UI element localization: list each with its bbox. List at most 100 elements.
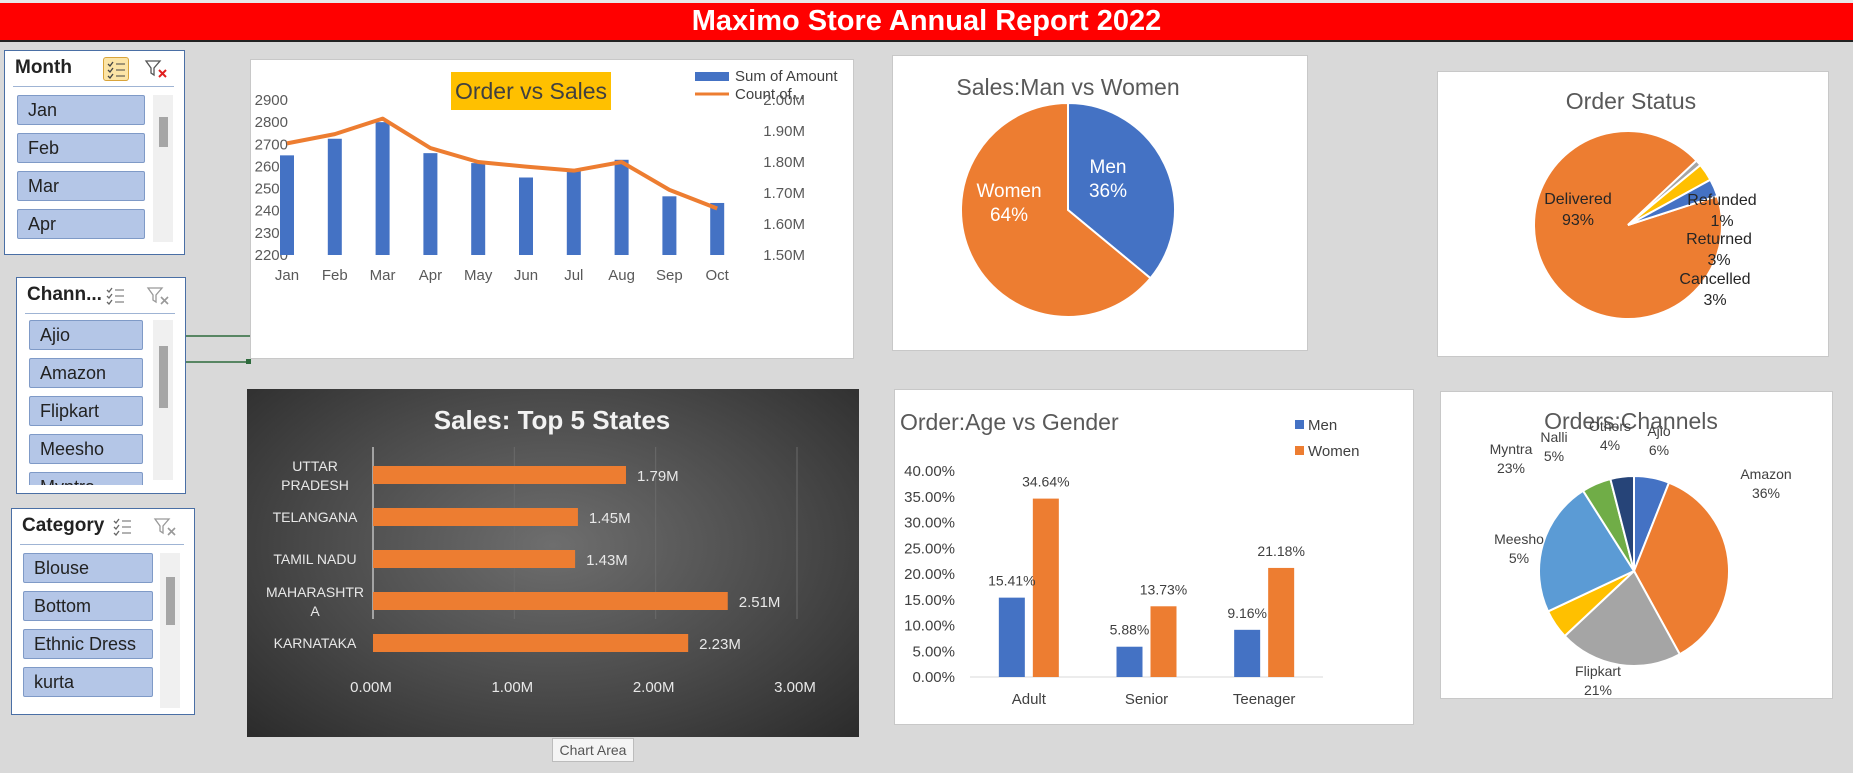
x-tick-label: 2.00M [633, 679, 675, 696]
state-bar [373, 634, 689, 652]
x-tick-label: 1.00M [491, 679, 533, 696]
order-status-chart[interactable]: Order Status Delivered 93% Refunded 1% Retur… [1437, 71, 1829, 357]
state-label: MAHARASHTR [266, 584, 364, 600]
category-slicer[interactable]: Category Blouse Bottom Ethnic Dress kurt… [11, 508, 195, 715]
connector-lines [186, 335, 251, 364]
chart-area-tooltip: Chart Area [552, 738, 634, 762]
slicer-item-ajio[interactable]: Ajio [29, 320, 143, 350]
slice-percent: 5% [1544, 448, 1564, 464]
y-right-tick-label: 1.50M [763, 247, 805, 264]
slicer-item-feb[interactable]: Feb [17, 133, 145, 163]
slice-label: Meesho [1494, 531, 1544, 547]
x-tick-label: Jun [514, 267, 538, 284]
scrollbar-thumb[interactable] [166, 577, 175, 625]
bar-value-label: 34.64% [1022, 474, 1069, 490]
chart-title: Sales: Top 5 States [434, 405, 671, 435]
legend-swatch-men [1295, 420, 1304, 429]
channel-slicer[interactable]: Chann... Ajio Amazon Flipkart Meesho Myn… [16, 277, 186, 494]
slicer-header-divider [13, 86, 174, 87]
top-states-svg: Sales: Top 5 States UTTAR PRADESH TELANGAN… [266, 405, 816, 696]
x-tick-label: Sep [656, 267, 683, 284]
bar-value-label: 2.23M [699, 636, 741, 653]
sheet-header-strip [0, 0, 1853, 3]
y-tick-label: 0.00% [912, 669, 955, 686]
slicer-item-bottom[interactable]: Bottom [23, 591, 153, 621]
slicer-item-blouse[interactable]: Blouse [23, 553, 153, 583]
order-vs-sales-chart[interactable]: Order vs Sales Sum of Amount Count of...… [250, 59, 854, 359]
y-left-tick-label: 2200 [255, 247, 288, 264]
slicer-item-jan[interactable]: Jan [17, 95, 145, 125]
legend-label-amount: Sum of Amount [735, 68, 838, 85]
top-states-chart[interactable]: Sales: Top 5 States UTTAR PRADESH TELANGAN… [247, 389, 859, 737]
y-tick-label: 40.00% [904, 463, 955, 480]
amazon-slice [1632, 481, 1730, 656]
y-tick-label: 20.00% [904, 566, 955, 583]
chart-title: Order:Age vs Gender [900, 409, 1119, 435]
month-slicer-title: Month [15, 57, 72, 78]
slicer-item-myntra[interactable]: Myntra [29, 472, 143, 485]
x-tick-label: Mar [370, 267, 396, 284]
state-bar [373, 466, 626, 484]
men-slice [1067, 101, 1176, 280]
state-label: TELANGANA [273, 509, 358, 525]
slicer-header-divider [20, 544, 184, 545]
age-gender-svg: Order:Age vs Gender Men Women 40.00% 35.0… [900, 409, 1359, 708]
women-bar [1268, 567, 1295, 677]
y-right-tick-label: 1.80M [763, 154, 805, 171]
amount-bar [614, 159, 629, 255]
slice-percent: 3% [1707, 252, 1730, 269]
slicer-item-flipkart[interactable]: Flipkart [29, 396, 143, 426]
state-label: UTTAR [292, 458, 338, 474]
amount-bar [566, 170, 581, 255]
slice-label: Nalli [1540, 429, 1567, 445]
channel-slicer-items: Ajio Amazon Flipkart Meesho Myntra [17, 320, 187, 485]
y-tick-label: 5.00% [912, 643, 955, 660]
age-gender-chart[interactable]: Order:Age vs Gender Men Women 40.00% 35.0… [894, 389, 1414, 725]
slicer-item-mar[interactable]: Mar [17, 171, 145, 201]
x-tick-label: May [464, 267, 493, 284]
legend-swatch-amount [695, 72, 729, 81]
slice-percent: 64% [990, 205, 1028, 226]
multi-select-icon[interactable] [110, 515, 136, 539]
slice-percent: 23% [1497, 460, 1525, 476]
chart-title: Order Status [1566, 88, 1696, 114]
x-tick-label: Senior [1125, 691, 1168, 708]
slicer-item-amazon[interactable]: Amazon [29, 358, 143, 388]
channels-chart[interactable]: Orders:Channels Ajio 6% Amazon 36% Flipkart 2… [1440, 391, 1833, 699]
y-left-tick-label: 2800 [255, 114, 288, 131]
women-bar [1150, 606, 1177, 677]
slice-label: Cancelled [1679, 271, 1750, 288]
state-bar [373, 550, 576, 568]
clear-filter-icon[interactable] [143, 57, 169, 81]
others-slice [1609, 474, 1635, 572]
slicer-scrollbar[interactable] [153, 320, 173, 480]
scrollbar-thumb[interactable] [159, 346, 168, 408]
multi-select-icon[interactable] [103, 284, 129, 308]
y-tick-label: 30.00% [904, 515, 955, 532]
slicer-item-kurta[interactable]: kurta [23, 667, 153, 697]
y-right-tick-label: 1.70M [763, 185, 805, 202]
multi-select-icon[interactable] [103, 57, 129, 81]
myntra-slice [1538, 489, 1636, 613]
slice-percent: 6% [1649, 442, 1669, 458]
slicer-item-meesho[interactable]: Meesho [29, 434, 143, 464]
month-slicer[interactable]: Month Jan Feb Mar Apr [4, 50, 185, 255]
slicer-scrollbar[interactable] [153, 95, 173, 242]
x-tick-label: Aug [608, 267, 635, 284]
clear-filter-icon[interactable] [145, 284, 171, 308]
x-tick-label: Apr [419, 267, 442, 284]
slice-label: Refunded [1687, 192, 1756, 209]
scrollbar-thumb[interactable] [159, 117, 168, 147]
amount-bar [423, 153, 438, 255]
amount-bar [471, 163, 486, 255]
slicer-scrollbar[interactable] [160, 553, 180, 708]
sales-gender-chart[interactable]: Sales:Man vs Women Men 36% Women 64% [892, 55, 1308, 351]
clear-filter-icon[interactable] [152, 515, 178, 539]
slicer-item-ethnic-dress[interactable]: Ethnic Dress [23, 629, 153, 659]
y-tick-label: 10.00% [904, 618, 955, 635]
state-label: KARNATAKA [274, 635, 357, 651]
slice-percent: 3% [1703, 292, 1726, 309]
state-label: A [310, 603, 320, 619]
slice-percent: 36% [1752, 485, 1780, 501]
slicer-item-apr[interactable]: Apr [17, 209, 145, 239]
